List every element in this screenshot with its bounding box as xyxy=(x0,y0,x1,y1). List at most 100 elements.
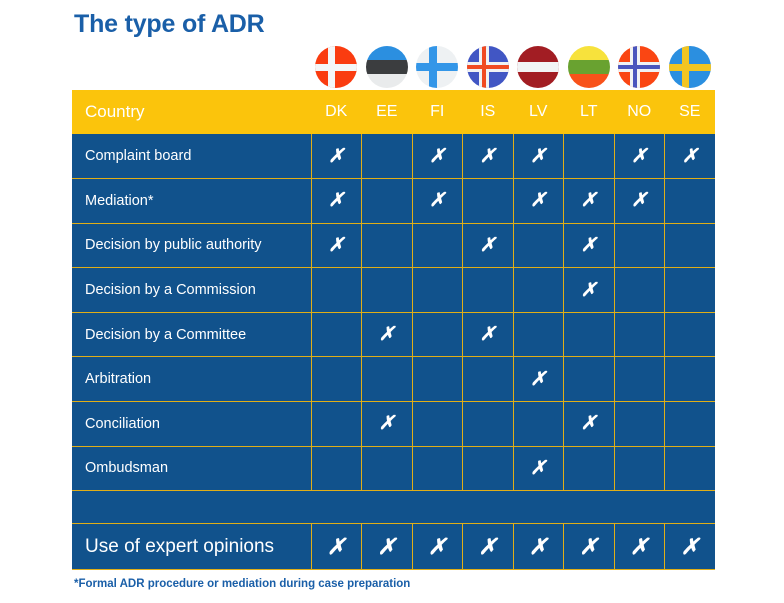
cell-empty xyxy=(462,401,514,447)
table-body: Country DK EE FI IS LV LT NO SE Complaint board ✗ ✗… xyxy=(72,90,715,571)
denmark-flag-icon xyxy=(315,46,358,88)
cell-empty xyxy=(664,267,715,313)
spacer-cell xyxy=(72,490,715,525)
cell-empty xyxy=(513,312,564,358)
flag-cell-no xyxy=(614,44,665,90)
cell-empty xyxy=(311,401,362,447)
cell-marked: ✗ xyxy=(412,134,463,180)
column-header-ee: EE xyxy=(361,90,412,134)
cell-empty xyxy=(462,178,514,224)
cell-marked: ✗ xyxy=(361,312,413,358)
cell-empty xyxy=(361,356,413,403)
cell-empty xyxy=(412,401,463,447)
column-header-dk: DK xyxy=(311,90,362,134)
lithuania-flag-icon xyxy=(567,46,610,88)
column-header-is: IS xyxy=(462,90,513,134)
cell-empty xyxy=(614,356,665,403)
cell-marked: ✗ xyxy=(311,523,362,571)
cell-empty xyxy=(513,401,564,447)
cell-empty xyxy=(563,356,615,403)
cell-empty xyxy=(664,446,715,492)
cell-empty xyxy=(412,446,463,492)
cell-empty xyxy=(311,356,362,403)
cell-empty xyxy=(361,223,413,269)
cell-marked: ✗ xyxy=(462,523,514,571)
cell-marked: ✗ xyxy=(563,178,615,224)
cell-marked: ✗ xyxy=(614,523,665,571)
cell-marked: ✗ xyxy=(462,312,514,358)
footnote: *Formal ADR procedure or mediation durin… xyxy=(74,578,411,590)
table-row: Decision by public authority ✗ ✗ ✗ xyxy=(72,223,715,269)
flag-cell-fi xyxy=(412,44,463,90)
cell-empty xyxy=(311,446,362,492)
estonia-flag-icon xyxy=(365,46,408,88)
cell-empty xyxy=(412,356,463,403)
cell-marked: ✗ xyxy=(563,267,615,313)
table-row: Decision by a Commission ✗ xyxy=(72,267,715,313)
flag-cell-lv xyxy=(513,44,564,90)
cell-empty xyxy=(614,223,665,269)
column-header-fi: FI xyxy=(412,90,463,134)
cell-marked: ✗ xyxy=(614,178,665,224)
cell-empty xyxy=(563,446,615,492)
cell-marked: ✗ xyxy=(513,134,564,180)
cell-empty xyxy=(462,356,514,403)
cell-empty xyxy=(311,312,362,358)
cell-empty xyxy=(614,267,665,313)
table-row: Ombudsman ✗ xyxy=(72,446,715,492)
table-summary-row: Use of expert opinions ✗ ✗ ✗ ✗ ✗ ✗ ✗ ✗ xyxy=(72,523,715,571)
table-row: Arbitration ✗ xyxy=(72,356,715,403)
cell-empty xyxy=(614,312,665,358)
flag-cell-dk xyxy=(311,44,362,90)
flag-cell-lt xyxy=(564,44,615,90)
cell-marked: ✗ xyxy=(664,134,715,180)
cell-marked: ✗ xyxy=(513,523,564,571)
cell-marked: ✗ xyxy=(513,178,564,224)
table-row: Mediation* ✗ ✗ ✗ ✗ ✗ xyxy=(72,178,715,224)
sweden-flag-icon xyxy=(668,46,711,88)
column-header-lv: LV xyxy=(513,90,564,134)
row-label: Decision by a Commission xyxy=(72,267,312,313)
cell-empty xyxy=(361,178,413,224)
cell-empty xyxy=(664,178,715,224)
table-row: Decision by a Committee ✗ ✗ xyxy=(72,312,715,358)
iceland-flag-icon xyxy=(466,46,509,88)
cell-empty xyxy=(664,356,715,403)
cell-marked: ✗ xyxy=(563,523,615,571)
cell-marked: ✗ xyxy=(614,134,665,180)
table-spacer-row xyxy=(72,490,715,525)
cell-empty xyxy=(614,446,665,492)
row-label: Ombudsman xyxy=(72,446,312,492)
cell-empty xyxy=(563,312,615,358)
table-header-row: Country DK EE FI IS LV LT NO SE xyxy=(72,90,715,134)
cell-marked: ✗ xyxy=(462,134,514,180)
cell-empty xyxy=(664,401,715,447)
cell-empty xyxy=(513,267,564,313)
cell-marked: ✗ xyxy=(361,401,413,447)
cell-marked: ✗ xyxy=(563,223,615,269)
cell-marked: ✗ xyxy=(412,178,463,224)
column-header-country: Country xyxy=(72,90,311,134)
cell-empty xyxy=(664,312,715,358)
cell-empty xyxy=(361,134,413,180)
flag-strip xyxy=(311,44,715,90)
cell-empty xyxy=(563,134,615,180)
summary-row-label: Use of expert opinions xyxy=(72,523,312,571)
column-header-se: SE xyxy=(664,90,715,134)
cell-marked: ✗ xyxy=(412,523,463,571)
norway-flag-icon xyxy=(618,46,661,88)
row-label: Arbitration xyxy=(72,356,312,403)
cell-empty xyxy=(361,267,413,313)
row-label: Mediation* xyxy=(72,178,312,224)
cell-empty xyxy=(664,223,715,269)
flag-cell-ee xyxy=(362,44,413,90)
table-row: Complaint board ✗ ✗ ✗ ✗ ✗ ✗ xyxy=(72,134,715,180)
cell-marked: ✗ xyxy=(311,178,362,224)
flag-cell-se xyxy=(665,44,716,90)
cell-marked: ✗ xyxy=(563,401,615,447)
table-row: Conciliation ✗ ✗ xyxy=(72,401,715,447)
flag-cell-is xyxy=(463,44,514,90)
column-header-no: NO xyxy=(614,90,665,134)
cell-empty xyxy=(462,446,514,492)
